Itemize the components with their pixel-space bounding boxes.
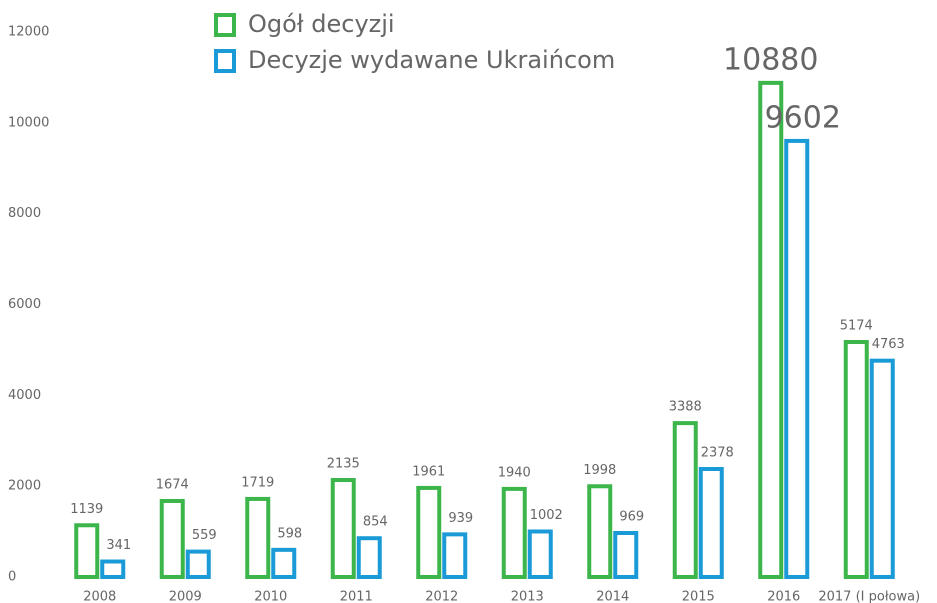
y-tick-label: 4000 (8, 388, 41, 403)
bar (672, 421, 698, 579)
legend-swatch (214, 49, 236, 73)
value-label: 559 (192, 528, 217, 543)
legend-label: Decyzje wydawane Ukraińcom (248, 46, 615, 74)
x-tick-label: 2016 (767, 590, 800, 603)
bar (613, 530, 639, 580)
bar (758, 80, 784, 579)
value-label: 1139 (70, 502, 103, 517)
bar (843, 340, 869, 579)
value-label: 1998 (583, 463, 616, 478)
bar (527, 529, 553, 579)
value-label: 5174 (840, 319, 873, 334)
y-tick-label: 6000 (8, 297, 41, 312)
value-label: 3388 (669, 400, 702, 415)
bar (245, 496, 271, 579)
value-label: 9602 (765, 100, 841, 135)
x-tick-label: 2012 (425, 590, 458, 603)
value-label: 1674 (156, 477, 189, 492)
value-label: 2135 (327, 457, 360, 472)
value-label: 10880 (723, 42, 818, 77)
legend-label: Ogół decyzji (248, 10, 395, 38)
bar (784, 138, 810, 579)
y-tick-label: 2000 (8, 479, 41, 494)
y-tick-label: 0 (8, 570, 16, 585)
x-tick-label: 2015 (682, 590, 715, 603)
bar (185, 549, 211, 579)
bar (271, 547, 297, 579)
x-tick-label: 2013 (511, 590, 544, 603)
value-label: 969 (619, 509, 644, 524)
bar (159, 498, 185, 579)
y-tick-label: 8000 (8, 206, 41, 221)
bar (698, 466, 724, 580)
value-label: 1719 (241, 475, 274, 490)
value-label: 854 (363, 515, 388, 530)
bar (330, 478, 356, 580)
x-tick-label: 2014 (596, 590, 629, 603)
bar (416, 485, 442, 580)
y-tick-label: 12000 (8, 25, 49, 40)
value-label: 598 (277, 526, 302, 541)
x-tick-label: 2011 (340, 590, 373, 603)
bar (501, 486, 527, 579)
bar (74, 523, 100, 580)
y-tick-label: 10000 (8, 115, 49, 130)
x-tick-label: 2009 (169, 590, 202, 603)
value-label: 4763 (872, 337, 905, 352)
legend-swatch (214, 13, 236, 37)
bar (100, 559, 126, 580)
value-label: 1002 (530, 508, 563, 523)
value-label: 939 (448, 511, 473, 526)
x-tick-label: 2017 (I połowa) (818, 590, 920, 603)
x-tick-label: 2010 (254, 590, 287, 603)
value-label: 2378 (701, 445, 734, 460)
bar (869, 358, 895, 579)
bar (442, 532, 468, 580)
value-label: 1940 (498, 465, 531, 480)
value-label: 341 (106, 538, 131, 553)
value-label: 1961 (412, 464, 445, 479)
bar (587, 484, 613, 580)
x-tick-label: 2008 (83, 590, 116, 603)
bar (356, 536, 382, 580)
